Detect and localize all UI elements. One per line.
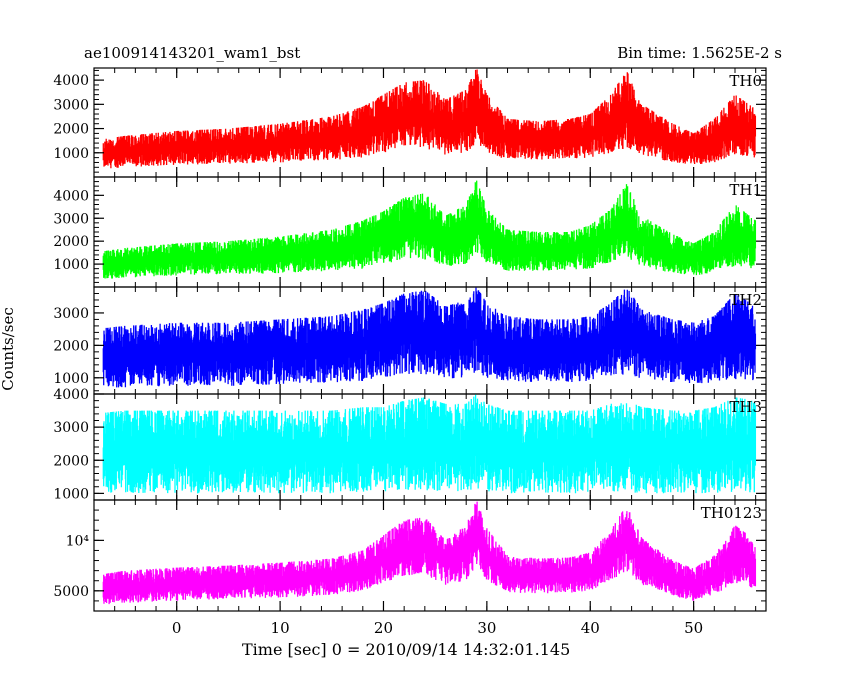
y-tick-label: 2000 xyxy=(53,338,89,354)
y-tick-label: 3000 xyxy=(53,211,89,227)
y-tick-label: 10⁴ xyxy=(66,533,90,549)
y-tick-label: 4000 xyxy=(53,188,89,204)
y-tick-label: 5000 xyxy=(53,584,89,600)
x-tick-label: 30 xyxy=(477,619,496,637)
chart-title-right: Bin time: 1.5625E-2 s xyxy=(617,44,782,62)
series-line-th1 xyxy=(102,180,757,279)
panel-th2: 1000 2000 3000 TH2 xyxy=(53,286,767,395)
series-line-th0 xyxy=(102,69,757,169)
x-axis-label: Time [sec] 0 = 2010/09/14 14:32:01.145 xyxy=(242,640,571,659)
series-line-th3 xyxy=(102,394,757,494)
y-tick-label: 2000 xyxy=(53,234,89,250)
panel-label: TH3 xyxy=(729,398,762,416)
x-tick-label: 40 xyxy=(581,619,600,637)
y-tick-label: 1000 xyxy=(53,257,89,273)
y-tick-label: 2000 xyxy=(53,122,89,138)
panel-label: TH1 xyxy=(729,181,762,199)
series-line-th2 xyxy=(102,287,757,388)
series-line-th0123 xyxy=(102,501,757,605)
y-tick-label: 1000 xyxy=(53,486,89,502)
y-tick-label: 4000 xyxy=(53,387,89,403)
y-tick-label: 1000 xyxy=(53,371,89,387)
x-tick-label: 0 xyxy=(172,619,182,637)
panel-th1: 1000 2000 3000 4000 TH1 xyxy=(53,176,767,288)
y-axis-label: Counts/sec xyxy=(0,307,17,391)
panel-th3: 1000 2000 3000 4000 TH3 xyxy=(53,387,767,502)
x-tick-label: 10 xyxy=(271,619,290,637)
y-tick-label: 4000 xyxy=(53,73,89,89)
x-tick-label: 50 xyxy=(684,619,703,637)
y-tick-label: 2000 xyxy=(53,453,89,469)
panel-label: TH2 xyxy=(729,291,762,309)
y-tick-label: 3000 xyxy=(53,306,89,322)
y-tick-label: 3000 xyxy=(53,420,89,436)
y-tick-label: 1000 xyxy=(53,146,89,162)
panel-th0123: 5000 10⁴ TH0123 xyxy=(53,499,767,612)
panel-label: TH0123 xyxy=(701,504,762,522)
panel-label: TH0 xyxy=(729,72,762,90)
y-tick-label: 3000 xyxy=(53,97,89,113)
x-tick-label: 20 xyxy=(374,619,393,637)
panel-th0: 1000 2000 3000 4000 TH0 xyxy=(53,67,767,178)
panel-frame xyxy=(93,499,767,612)
chart-title-left: ae100914143201_wam1_bst xyxy=(84,44,301,62)
